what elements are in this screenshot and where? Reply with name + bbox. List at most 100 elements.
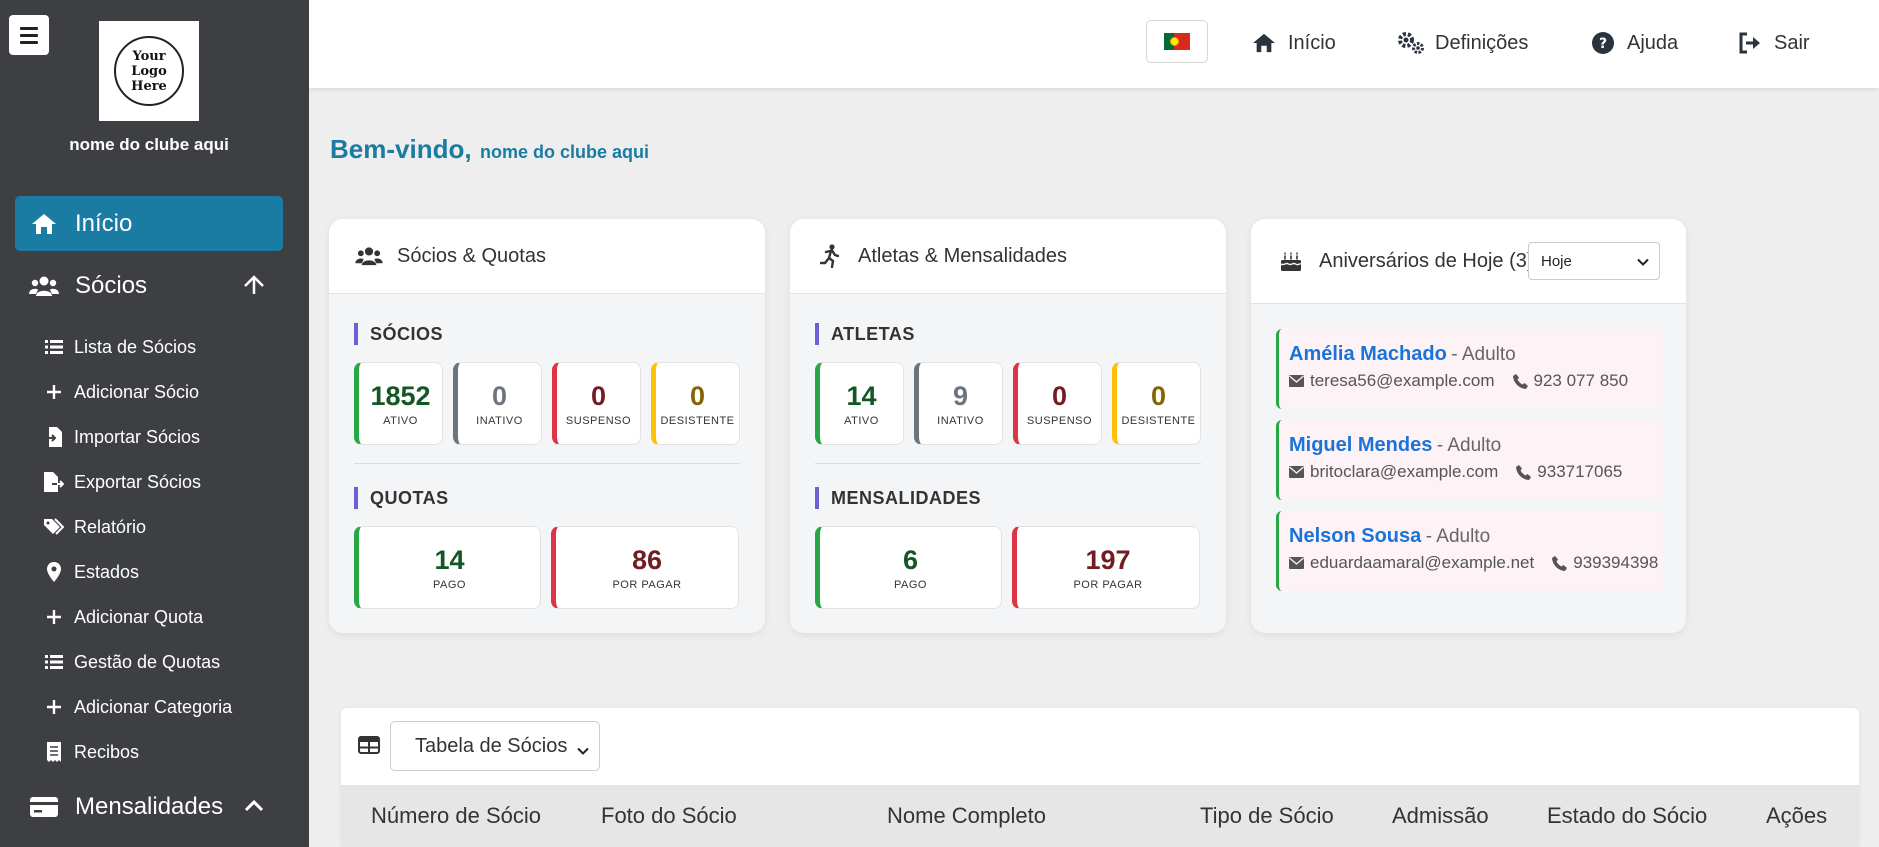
column-header-estado[interactable]: Estado do Sócio (1547, 803, 1708, 828)
sidebar-item-label: Início (75, 209, 133, 237)
sidebar-subitem-exportar-socios[interactable]: Exportar Sócios (44, 462, 201, 502)
sidebar-subitem-importar-socios[interactable]: Importar Sócios (44, 417, 200, 457)
card-title: Atletas & Mensalidades (858, 244, 1068, 267)
sidebar-item-socios[interactable]: Sócios (15, 258, 283, 313)
stat-label: POR PAGAR (612, 578, 682, 591)
sidebar-subitem-label: Importar Sócios (74, 426, 201, 447)
member-contact: teresa56@example.com 923 077 850 (1289, 371, 1663, 391)
stat-mensalidades-pago[interactable]: 6 PAGO (815, 526, 1002, 609)
top-link-label: Sair (1774, 31, 1810, 54)
stat-atletas-inativo[interactable]: 9 INATIVO (914, 362, 1003, 445)
birthday-list-item[interactable]: Amélia Machado - Adulto teresa56@example… (1276, 329, 1663, 409)
welcome-heading: Bem-vindo, nome do clube aqui (330, 134, 649, 165)
members-table-panel: Tabela de Sócios Número de Sócio Foto do… (341, 708, 1859, 847)
plus-icon (44, 382, 64, 402)
member-phone: 939394398 (1573, 553, 1659, 572)
column-header-nome[interactable]: Nome Completo (887, 803, 1046, 828)
stat-mensalidades-por-pagar[interactable]: 197 POR PAGAR (1012, 526, 1200, 609)
card-header: Atletas & Mensalidades (790, 219, 1226, 294)
chevron-up-icon[interactable] (243, 274, 265, 303)
member-name-link[interactable]: Nelson Sousa (1289, 525, 1422, 547)
sidebar-subitem-recibos[interactable]: Recibos (44, 732, 139, 772)
member-name-link[interactable]: Miguel Mendes (1289, 434, 1433, 456)
stat-socios-suspenso[interactable]: 0 SUSPENSO (552, 362, 641, 445)
stat-label: POR PAGAR (1073, 578, 1143, 591)
select-value: Hoje (1541, 252, 1572, 270)
top-link-label: Definições (1435, 31, 1529, 54)
sidebar-subitem-lista-socios[interactable]: Lista de Sócios (44, 327, 196, 367)
stat-label: ATIVO (383, 414, 418, 427)
stat-quotas-por-pagar[interactable]: 86 POR PAGAR (551, 526, 739, 609)
stat-value: 86 (631, 544, 663, 575)
sign-out-icon (1736, 30, 1764, 56)
birthday-list-item[interactable]: Nelson Sousa - Adulto eduardaamaral@exam… (1276, 511, 1663, 591)
portugal-flag-icon (1164, 33, 1190, 50)
top-link-inicio[interactable]: Início (1250, 28, 1336, 58)
stat-atletas-suspenso[interactable]: 0 SUSPENSO (1013, 362, 1102, 445)
column-header-admissao[interactable]: Admissão (1392, 803, 1489, 828)
sidebar-item-mensalidades[interactable]: Mensalidades (15, 779, 283, 834)
menu-toggle-button[interactable] (9, 15, 49, 55)
top-link-sair[interactable]: Sair (1736, 28, 1810, 58)
section-title-quotas: QUOTAS (354, 487, 449, 509)
birthday-filter-select[interactable]: Hoje (1528, 242, 1660, 280)
stat-label: ATIVO (844, 414, 879, 427)
stat-socios-desistente[interactable]: 0 DESISTENTE (651, 362, 740, 445)
stat-socios-inativo[interactable]: 0 INATIVO (453, 362, 542, 445)
question-circle-icon: ? (1589, 30, 1617, 56)
stat-value: 0 (491, 380, 508, 411)
atletas-mensalidades-card: Atletas & Mensalidades ATLETAS 14 ATIVO … (790, 219, 1226, 633)
column-header-foto[interactable]: Foto do Sócio (601, 803, 737, 828)
sidebar-subitem-label: Adicionar Sócio (74, 381, 200, 402)
stat-label: INATIVO (937, 414, 984, 427)
stat-value: 6 (902, 544, 919, 575)
stat-label: DESISTENTE (1121, 414, 1196, 427)
phone-icon (1512, 373, 1529, 389)
club-logo: Your Logo Here (99, 21, 199, 121)
member-type: - Adulto (1425, 526, 1491, 547)
member-email: teresa56@example.com (1310, 371, 1495, 390)
card-header: Sócios & Quotas (329, 219, 765, 294)
column-header-tipo[interactable]: Tipo de Sócio (1200, 803, 1334, 828)
envelope-icon (1289, 465, 1305, 479)
top-link-label: Ajuda (1627, 31, 1679, 54)
column-header-numero[interactable]: Número de Sócio (371, 803, 541, 828)
stat-socios-ativo[interactable]: 1852 ATIVO (354, 362, 443, 445)
running-icon (816, 244, 844, 268)
sidebar-subitem-estados[interactable]: Estados (44, 552, 139, 592)
table-header-row: Número de Sócio Foto do Sócio Nome Compl… (341, 785, 1859, 847)
stat-label: SUSPENSO (1026, 414, 1093, 427)
sidebar-subitem-label: Estados (74, 561, 140, 582)
welcome-greeting: Bem-vindo, (330, 134, 472, 164)
member-email: eduardaamaral@example.net (1310, 553, 1535, 572)
language-selector-button[interactable] (1146, 20, 1208, 63)
sidebar-subitem-gestao-quotas[interactable]: Gestão de Quotas (44, 642, 220, 682)
sidebar-subitem-adicionar-quota[interactable]: Adicionar Quota (44, 597, 203, 637)
stat-atletas-ativo[interactable]: 14 ATIVO (815, 362, 904, 445)
chevron-up-icon[interactable] (243, 795, 265, 824)
card-title: Sócios & Quotas (397, 244, 546, 267)
top-link-definicoes[interactable]: Definições (1397, 28, 1528, 58)
stat-quotas-pago[interactable]: 14 PAGO (354, 526, 541, 609)
table-type-select[interactable]: Tabela de Sócios (390, 721, 600, 771)
birthday-list-item[interactable]: Miguel Mendes - Adulto britoclara@exampl… (1276, 420, 1663, 500)
sidebar-subitem-adicionar-socio[interactable]: Adicionar Sócio (44, 372, 199, 412)
stat-atletas-desistente[interactable]: 0 DESISTENTE (1112, 362, 1201, 445)
card-title: Aniversários de Hoje (3) (1319, 249, 1534, 272)
column-header-acoes[interactable]: Ações (1766, 803, 1828, 828)
aniversarios-card: Aniversários de Hoje (3) Hoje Amélia Mac… (1251, 219, 1686, 633)
list-icon (44, 652, 64, 672)
sidebar-subitem-label: Relatório (74, 516, 147, 537)
sidebar-subitem-adicionar-categoria[interactable]: Adicionar Categoria (44, 687, 232, 727)
sidebar-subitem-relatorio[interactable]: Relatório (44, 507, 146, 547)
stat-value: 0 (1051, 380, 1068, 411)
home-icon (1250, 30, 1278, 56)
table-icon (358, 736, 380, 759)
stat-label: SUSPENSO (565, 414, 632, 427)
top-link-ajuda[interactable]: ? Ajuda (1589, 28, 1678, 58)
sidebar-item-label: Sócios (75, 271, 148, 299)
stat-value: 1852 (370, 380, 431, 411)
stat-value: 9 (952, 380, 969, 411)
member-name-link[interactable]: Amélia Machado (1289, 343, 1447, 365)
sidebar-item-inicio[interactable]: Início (15, 196, 283, 251)
